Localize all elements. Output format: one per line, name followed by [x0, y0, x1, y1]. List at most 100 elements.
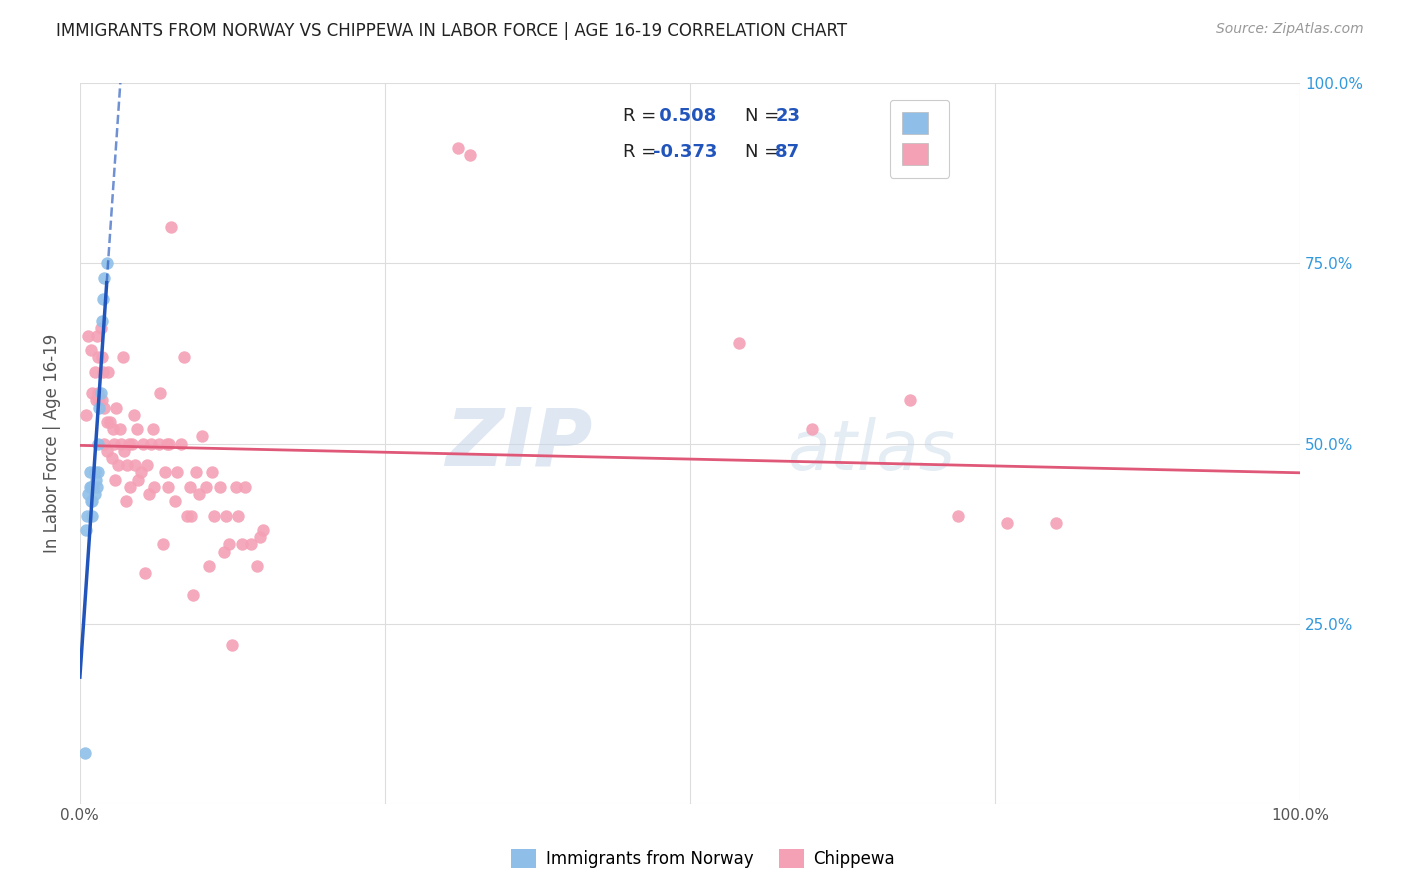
Point	[80, 386, 103, 401]
Point	[118, 436, 141, 450]
Point	[179, 480, 201, 494]
Point	[127, 422, 149, 436]
Text: IMMIGRANTS FROM NORWAY VS CHIPPEWA IN LABOR FORCE | AGE 16-19 CORRELATION CHART: IMMIGRANTS FROM NORWAY VS CHIPPEWA IN LA…	[56, 22, 848, 40]
Point	[225, 480, 247, 494]
Point	[233, 480, 256, 494]
Point	[246, 558, 269, 573]
Point	[115, 494, 138, 508]
Point	[87, 386, 110, 401]
Point	[209, 480, 232, 494]
Point	[79, 466, 101, 480]
Point	[134, 566, 156, 581]
Point	[80, 494, 103, 508]
Point	[111, 350, 134, 364]
Point	[149, 386, 172, 401]
Point	[212, 544, 235, 558]
Point	[117, 458, 139, 472]
Point	[198, 558, 221, 573]
Point	[86, 480, 108, 494]
Point	[447, 141, 470, 155]
Point	[89, 401, 111, 415]
Point	[90, 386, 112, 401]
Point	[124, 458, 146, 472]
Y-axis label: In Labor Force | Age 16-19: In Labor Force | Age 16-19	[44, 334, 60, 553]
Text: R =: R =	[623, 107, 662, 125]
Point	[166, 466, 188, 480]
Point	[148, 436, 170, 450]
Point	[215, 508, 238, 523]
Point	[80, 508, 103, 523]
Text: 0.508: 0.508	[654, 107, 717, 125]
Point	[221, 638, 243, 652]
Point	[163, 494, 186, 508]
Point	[202, 508, 225, 523]
Point	[97, 364, 120, 378]
Point	[90, 350, 112, 364]
Point	[239, 537, 262, 551]
Point	[75, 523, 97, 537]
Point	[90, 314, 112, 328]
Point	[188, 487, 211, 501]
Point	[84, 393, 107, 408]
Point	[112, 443, 135, 458]
Point	[191, 429, 214, 443]
Point	[104, 473, 127, 487]
Text: 23: 23	[775, 107, 800, 125]
Text: 87: 87	[775, 143, 800, 161]
Point	[231, 537, 253, 551]
Point	[80, 480, 103, 494]
Point	[105, 401, 128, 415]
Point	[122, 408, 145, 422]
Text: N =: N =	[745, 143, 785, 161]
Point	[83, 487, 105, 501]
Point	[460, 148, 482, 162]
Point	[77, 328, 100, 343]
Point	[75, 408, 97, 422]
Point	[96, 415, 118, 429]
Point	[201, 466, 224, 480]
Point	[82, 480, 104, 494]
Point	[100, 450, 122, 465]
Point	[86, 328, 108, 343]
Point	[103, 436, 125, 450]
Point	[194, 480, 217, 494]
Text: atlas: atlas	[787, 417, 956, 484]
Point	[91, 293, 114, 307]
Point	[170, 436, 193, 450]
Point	[132, 436, 155, 450]
Point	[160, 220, 183, 235]
Point	[110, 436, 132, 450]
Point	[76, 508, 98, 523]
Point	[73, 746, 96, 760]
Text: -0.373: -0.373	[654, 143, 717, 161]
Point	[93, 401, 115, 415]
Legend: , : ,	[890, 100, 949, 178]
Point	[155, 436, 177, 450]
Point	[87, 350, 110, 364]
Point	[138, 487, 160, 501]
Point	[157, 436, 180, 450]
Point	[152, 537, 174, 551]
Point	[77, 487, 100, 501]
Point	[83, 466, 105, 480]
Point	[84, 473, 107, 487]
Point	[142, 422, 165, 436]
Point	[180, 508, 202, 523]
Point	[101, 422, 124, 436]
Point	[252, 523, 274, 537]
Point	[156, 480, 179, 494]
Text: Source: ZipAtlas.com: Source: ZipAtlas.com	[1216, 22, 1364, 37]
Point	[727, 335, 749, 350]
Point	[87, 466, 110, 480]
Point	[107, 458, 129, 472]
Text: ZIP: ZIP	[444, 405, 592, 483]
Point	[79, 480, 101, 494]
Point	[93, 271, 115, 285]
Legend: Immigrants from Norway, Chippewa: Immigrants from Norway, Chippewa	[505, 843, 901, 875]
Point	[995, 516, 1018, 530]
Point	[183, 588, 205, 602]
Point	[89, 393, 111, 408]
Point	[96, 443, 118, 458]
Point	[129, 466, 152, 480]
Point	[83, 364, 105, 378]
